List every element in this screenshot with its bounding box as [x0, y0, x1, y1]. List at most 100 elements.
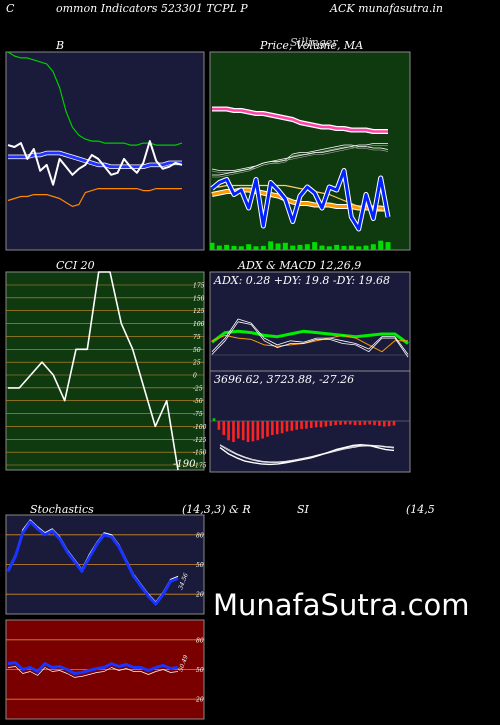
pv-band-1	[212, 145, 388, 178]
macd-hist-bar	[227, 421, 230, 441]
macd-hist-bar	[368, 421, 371, 425]
cci-tick-label: 0	[193, 373, 197, 380]
pv-outline-4	[212, 106, 388, 134]
macd-hist-bar	[344, 421, 347, 425]
cci-tick-label: 125	[193, 308, 205, 315]
stoch-tick-label: 80	[196, 532, 204, 539]
macd-hist-bar	[222, 421, 226, 435]
cci-title: CCI 20	[56, 259, 95, 272]
macd-hist-bar	[314, 421, 318, 428]
macd-hist-bar	[271, 421, 274, 435]
macd-line-0	[219, 444, 395, 466]
cci-tick-label: -75	[193, 411, 203, 418]
macd-hist-bar	[266, 421, 269, 437]
volume-bar	[231, 245, 237, 250]
macd-hist-bar	[329, 421, 333, 426]
cci-tick-label: 75	[193, 334, 201, 341]
volume-bar	[304, 244, 310, 250]
macd-hist-bar	[285, 421, 289, 432]
macd-hist-bar	[319, 421, 323, 428]
macd-hist-bar	[217, 421, 221, 430]
pv-line-3	[212, 184, 388, 212]
macd-hist-bar	[241, 421, 245, 441]
volume-bar	[319, 245, 325, 250]
pv-line-1	[212, 143, 388, 176]
bb-background	[5, 51, 205, 251]
macd-line-2	[219, 444, 395, 463]
volume-bar	[341, 245, 347, 250]
adx-line-3	[211, 318, 409, 355]
macd-hist-bar	[334, 421, 337, 426]
stoch-k-line	[7, 519, 179, 603]
volume-bar	[209, 242, 215, 250]
volume-bar	[378, 240, 384, 250]
macd-hist-bar	[295, 421, 299, 430]
header-source: ACK munafasutra.in	[330, 2, 443, 15]
pv-line-4	[212, 107, 388, 133]
macd-hist-bar	[246, 421, 250, 442]
rsi-tick-label: 50	[196, 667, 204, 674]
stoch-title-left: Stochastics	[30, 503, 94, 516]
pv-line-5	[211, 169, 390, 231]
pv-line-2	[211, 188, 389, 211]
pv-band-0	[211, 146, 389, 173]
macd-hist-bar	[212, 418, 216, 421]
adx-background	[209, 271, 411, 473]
stoch-last-label: 34.56	[177, 572, 190, 591]
volume-bar	[385, 242, 391, 250]
stoch-title-mid: (14,3,3) & R	[182, 503, 251, 516]
rsi-background	[5, 619, 205, 720]
cci-line	[8, 271, 179, 471]
volume-bar	[297, 244, 303, 250]
cci-tick-label: 100	[193, 321, 205, 328]
volume-bar	[312, 242, 318, 250]
macd-hist-bar	[373, 421, 376, 426]
macd-hist-bar	[251, 421, 255, 442]
header-c: C	[6, 2, 15, 15]
macd-hist-bar	[324, 421, 328, 427]
macd-hist-bar	[339, 421, 342, 425]
macd-hist-bar	[305, 421, 308, 429]
adx-line-2	[211, 321, 409, 358]
cci-tick-label: 25	[192, 360, 201, 367]
bb-title: B	[56, 39, 65, 52]
bb-line-0	[7, 51, 183, 146]
volume-bar	[253, 246, 259, 250]
rsi-title-right: (14,5	[406, 503, 435, 516]
volume-bar	[290, 245, 296, 250]
volume-bar	[370, 244, 376, 250]
stoch-background	[5, 514, 205, 615]
macd-hist-bar	[300, 421, 303, 430]
cci-tick-label: -150	[193, 450, 207, 457]
volume-bar	[216, 245, 222, 250]
macd-hist-bar	[378, 421, 381, 426]
macd-hist-bar	[309, 421, 313, 428]
macd-hist-bar	[275, 421, 279, 435]
macd-hist-bar	[290, 421, 294, 431]
macd-hist-bar	[392, 421, 396, 426]
volume-bar	[282, 242, 288, 250]
cci-tick-label: 150	[193, 295, 205, 302]
watermark: MunafaSutra.com	[213, 588, 470, 622]
macd-hist-bar	[232, 421, 235, 442]
cci-tick-label: -50	[193, 398, 203, 405]
rsi-tick-label: 20	[195, 697, 204, 704]
macd-hist-bar	[353, 421, 357, 426]
rsi-last-label: 50.49	[177, 654, 190, 673]
bb-band-mid-outline	[8, 150, 182, 170]
volume-bar	[363, 245, 369, 250]
rsi-signal-line	[7, 666, 179, 678]
bb-line-2	[7, 188, 182, 207]
bb-line-1	[8, 151, 182, 169]
stoch-tick-label: 50	[196, 562, 204, 569]
macd-hist-bar	[261, 421, 264, 439]
header-title: ommon Indicators 523301 TCPL P	[56, 2, 248, 15]
cci-tick-label: -100	[193, 424, 207, 431]
pv-overlay: Sillinger	[290, 36, 338, 49]
cci-tick-label: 175	[193, 283, 205, 290]
adx-title: ADX & MACD 12,26,9	[238, 259, 362, 272]
macd-line-1	[219, 445, 395, 464]
volume-bar	[348, 245, 354, 250]
rsi-title-left: SI	[297, 503, 309, 516]
cci-tick-label: -125	[193, 437, 207, 444]
